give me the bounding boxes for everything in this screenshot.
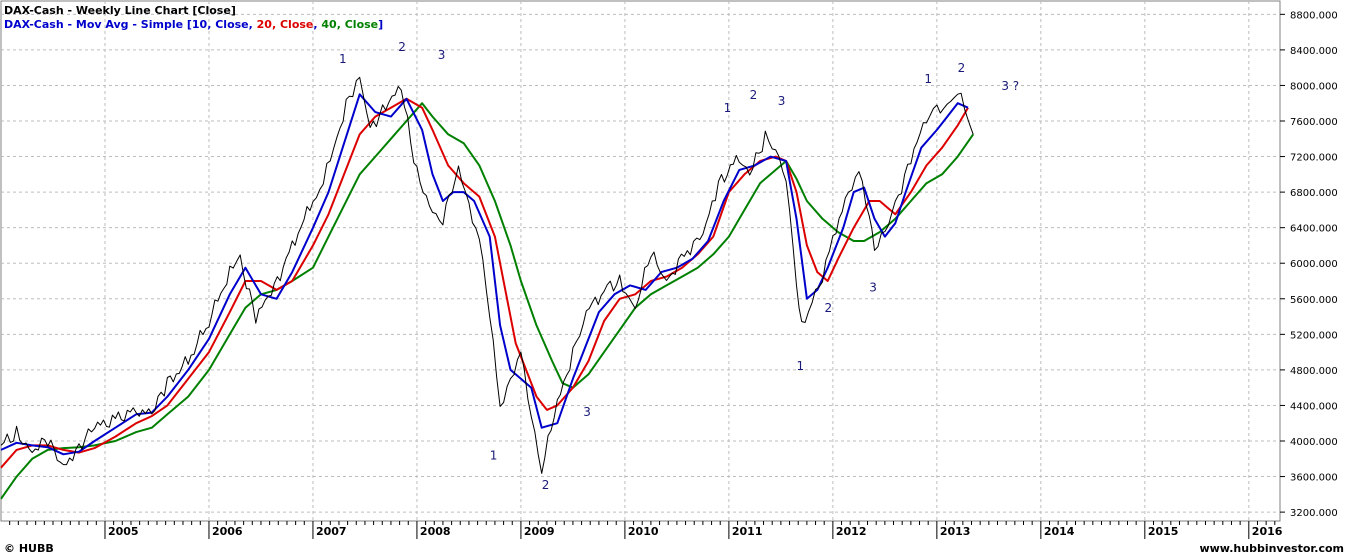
indicator-prefix: DAX-Cash - Mov Avg - Simple [ bbox=[4, 18, 192, 31]
x-tick-label: 2014 bbox=[1044, 525, 1075, 538]
wave-label: 1 bbox=[724, 101, 732, 115]
wave-label: 1 bbox=[339, 52, 347, 66]
x-tick-label: 2008 bbox=[420, 525, 451, 538]
y-tick-label: 4000.000 bbox=[1290, 437, 1338, 448]
y-tick-label: 7600.000 bbox=[1290, 117, 1338, 128]
wave-label: 3 ? bbox=[1001, 79, 1019, 93]
y-tick-label: 7200.000 bbox=[1290, 153, 1338, 164]
indicator-legend: DAX-Cash - Mov Avg - Simple [10, Close, … bbox=[4, 18, 383, 32]
wave-label: 3 bbox=[778, 94, 786, 108]
y-tick-label: 3200.000 bbox=[1290, 508, 1338, 519]
chart-legend: DAX-Cash - Weekly Line Chart [Close] DAX… bbox=[4, 4, 383, 32]
plot-area bbox=[0, 0, 1281, 522]
legend-sep-2: , bbox=[313, 18, 322, 31]
y-tick-label: 6000.000 bbox=[1290, 259, 1338, 270]
ma40-line bbox=[0, 102, 975, 500]
x-tick-label: 2010 bbox=[628, 525, 659, 538]
chart-title: DAX-Cash - Weekly Line Chart [Close] bbox=[4, 4, 236, 17]
y-tick-label: 8800.000 bbox=[1290, 10, 1338, 21]
x-tick-label: 2015 bbox=[1148, 525, 1179, 538]
ma20-label: 20, Close bbox=[256, 18, 314, 31]
x-tick-label: 2011 bbox=[732, 525, 763, 538]
ma20-line bbox=[0, 97, 969, 469]
copyright-label: © HUBB bbox=[4, 542, 54, 555]
ma40-label: 40, Close bbox=[321, 18, 379, 31]
wave-label: 3 bbox=[438, 48, 446, 62]
y-axis: 3200.000 3600.000 4000.000 4400.000 4800.000… bbox=[1280, 10, 1338, 519]
x-tick-label: 2006 bbox=[212, 525, 243, 538]
x-tick-label: 2013 bbox=[940, 525, 971, 538]
wave-label: 1 bbox=[924, 72, 932, 86]
price-line bbox=[0, 76, 974, 474]
x-tick-label: 2007 bbox=[316, 525, 347, 538]
ma10-label: 10, Close bbox=[191, 18, 249, 31]
indicator-suffix: ] bbox=[378, 18, 384, 31]
legend-sep-1: , bbox=[248, 18, 257, 31]
x-tick-label: 2016 bbox=[1252, 525, 1283, 538]
x-axis: 2005 2006 2007 2008 2009 2010 2011 2012 2013 2014… bbox=[9, 521, 1283, 539]
wave-label: 1 bbox=[796, 359, 804, 373]
wave-label: 3 bbox=[869, 281, 877, 295]
wave-label: 2 bbox=[958, 61, 966, 75]
wave-annotations: 1 2 3 1 2 3 1 2 3 1 2 3 1 2 3 ? bbox=[339, 40, 1019, 492]
wave-label: 3 bbox=[583, 405, 591, 419]
y-tick-label: 5200.000 bbox=[1290, 330, 1338, 341]
wave-label: 2 bbox=[750, 88, 758, 102]
y-tick-label: 4800.000 bbox=[1290, 366, 1338, 377]
y-tick-label: 6800.000 bbox=[1290, 188, 1338, 199]
grid-lines bbox=[1, 1, 1280, 521]
wave-label: 1 bbox=[490, 449, 498, 463]
y-tick-label: 4400.000 bbox=[1290, 401, 1338, 412]
y-tick-label: 8400.000 bbox=[1290, 46, 1338, 57]
website-label: www.hubbinvestor.com bbox=[1199, 542, 1344, 555]
wave-label: 2 bbox=[398, 40, 406, 54]
x-tick-label: 2009 bbox=[524, 525, 555, 538]
wave-label: 2 bbox=[825, 301, 833, 315]
series-layer bbox=[0, 76, 975, 500]
y-tick-label: 3600.000 bbox=[1290, 473, 1338, 484]
y-tick-label: 6400.000 bbox=[1290, 224, 1338, 235]
x-tick-label: 2012 bbox=[836, 525, 867, 538]
y-tick-label: 8000.000 bbox=[1290, 81, 1338, 92]
y-tick-label: 5600.000 bbox=[1290, 295, 1338, 306]
ma10-line bbox=[0, 93, 969, 456]
wave-label: 2 bbox=[542, 478, 550, 492]
x-tick-label: 2005 bbox=[108, 525, 139, 538]
